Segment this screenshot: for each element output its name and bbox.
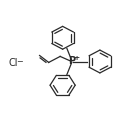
Text: P: P: [69, 56, 76, 67]
Text: Cl: Cl: [9, 58, 18, 68]
Text: +: +: [73, 55, 79, 62]
Text: −: −: [16, 57, 23, 66]
